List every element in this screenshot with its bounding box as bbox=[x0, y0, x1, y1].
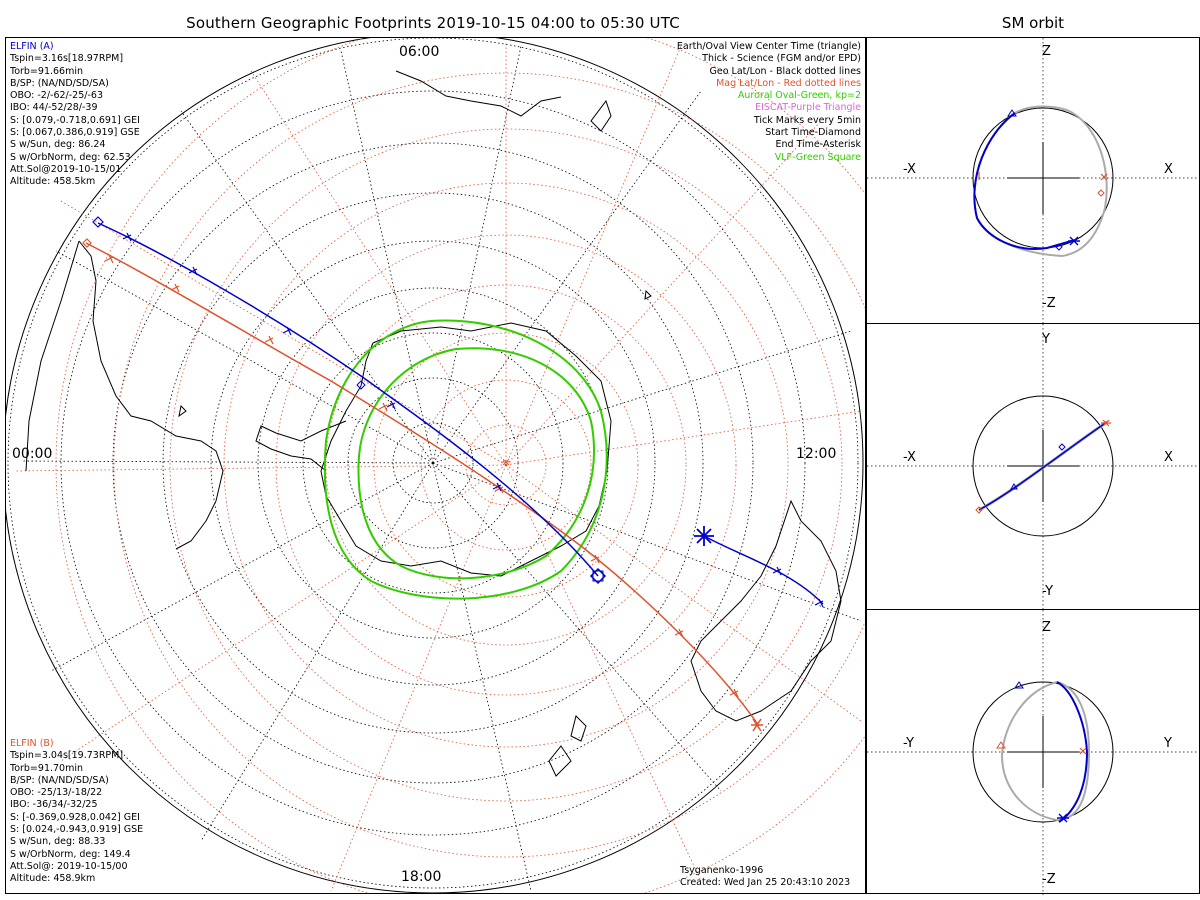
earth-limb bbox=[6, 38, 864, 893]
elfin-a-line: S w/Sun, deg: 86.24 bbox=[10, 139, 106, 151]
elfin-a-triangle bbox=[92, 216, 104, 228]
elfin-a-oval-diamond bbox=[356, 380, 366, 390]
legend: Earth/Oval View Center Time (triangle) T… bbox=[677, 41, 861, 164]
elfin-a-line: Att.Sol@2019-10-15/01 bbox=[10, 163, 122, 175]
elfin-b-line: Att.Sol@: 2019-10-15/00 bbox=[10, 860, 128, 872]
elfin-b-line: Altitude: 458.9km bbox=[10, 873, 96, 885]
elfin-a-info: ELFIN (A) Tspin=3.16s[18.97RPM] Torb=91.… bbox=[10, 41, 140, 189]
elfin-a-line: S: [0.067,0.386,0.919] GSE bbox=[10, 127, 140, 139]
legend-item: VLF-Green Square bbox=[774, 151, 861, 163]
orbit-xz-top-label: Z bbox=[1042, 44, 1051, 59]
elfin-b-line: B/SP: (NA/ND/SD/SA) bbox=[10, 774, 109, 786]
orbit-xy-left-label: -X bbox=[903, 450, 916, 465]
legend-item: End Time-Asterisk bbox=[775, 139, 861, 151]
lt-label-left: 00:00 bbox=[12, 446, 53, 462]
elfin-a-name: ELFIN (A) bbox=[10, 41, 54, 52]
lt-label-top: 06:00 bbox=[399, 44, 440, 60]
orbit-panel-yz: Z -Z -Y Y bbox=[866, 609, 1200, 895]
model-label: Tsyganenko-1996 bbox=[680, 865, 764, 876]
orbit-yz-svg bbox=[867, 610, 1200, 895]
orbit-yz-bottom-label: -Z bbox=[1042, 872, 1056, 887]
elfin-b-line: Tspin=3.04s[19.73RPM] bbox=[10, 750, 124, 762]
legend-item: Geo Lat/Lon - Black dotted lines bbox=[709, 65, 861, 77]
elfin-a-track-2 bbox=[703, 535, 824, 605]
legend-item: Mag Lat/Lon - Red dotted lines bbox=[716, 77, 861, 89]
legend-item: Thick - Science (FGM and/or EPD) bbox=[702, 53, 861, 65]
orbit-xz-left-label: -X bbox=[903, 162, 916, 177]
footer: Tsyganenko-1996 Created: Wed Jan 25 20:4… bbox=[680, 865, 850, 890]
coastlines bbox=[25, 70, 842, 777]
legend-item: EISCAT-Purple Triangle bbox=[755, 102, 861, 114]
elfin-a-ticks bbox=[122, 232, 824, 608]
legend-item: Earth/Oval View Center Time (triangle) bbox=[676, 41, 861, 52]
footprint-map: 06:00 00:00 12:00 18:00 ELFIN (A) Tspin=… bbox=[5, 37, 866, 894]
elfin-a-line: IBO: 44/-52/28/-39 bbox=[10, 102, 98, 114]
elfin-a-line: S w/OrbNorm, deg: 62.53 bbox=[10, 151, 131, 163]
orbit-panel-xy: Y -Y -X X bbox=[866, 323, 1200, 611]
elfin-a-track-1 bbox=[97, 222, 599, 577]
elfin-a-line: OBO: -2/-62/-25/-63 bbox=[10, 90, 103, 102]
orbit-xz-right-label: X bbox=[1164, 162, 1173, 177]
elfin-a-end-asterisk bbox=[694, 526, 714, 546]
elfin-b-track bbox=[85, 242, 760, 727]
legend-item: Tick Marks every 5min bbox=[753, 114, 861, 126]
elfin-a-line: Torb=91.66min bbox=[10, 65, 84, 77]
elfin-b-line: S w/OrbNorm, deg: 149.4 bbox=[10, 848, 131, 860]
elfin-a-line: B/SP: (NA/ND/SD/SA) bbox=[10, 77, 109, 89]
orbit-xz-svg bbox=[867, 38, 1200, 325]
orbit-title: SM orbit bbox=[1001, 14, 1065, 32]
elfin-b-ticks bbox=[104, 254, 739, 698]
elfin-b-start-diamond bbox=[82, 238, 92, 248]
map-svg bbox=[6, 38, 865, 893]
orbit-yz-right-label: Y bbox=[1164, 736, 1172, 751]
created-label: Created: Wed Jan 25 20:43:10 2023 bbox=[680, 877, 851, 889]
map-title: Southern Geographic Footprints 2019-10-1… bbox=[186, 14, 680, 32]
legend-item: Auroral Oval-Green, kp=2 bbox=[737, 90, 861, 102]
orbit-yz-left-label: -Y bbox=[903, 736, 915, 751]
elfin-b-end-asterisk bbox=[751, 718, 763, 732]
orbit-xy-bottom-label: -Y bbox=[1042, 584, 1054, 599]
mag-pole-marker bbox=[501, 458, 511, 466]
elfin-a-line: S: [0.079,-0.718,0.691] GEI bbox=[10, 114, 140, 126]
auroral-oval-outer bbox=[323, 319, 608, 600]
orbit-yz-top-label: Z bbox=[1042, 620, 1051, 635]
lt-label-bottom: 18:00 bbox=[401, 869, 442, 885]
elfin-b-line: OBO: -25/13/-18/22 bbox=[10, 787, 103, 799]
orbit-xz-bottom-label: -Z bbox=[1042, 296, 1056, 311]
elfin-b-line: S: [0.024,-0.943,0.919] GSE bbox=[10, 824, 144, 836]
mag-grid bbox=[15, 38, 865, 893]
lt-label-right: 12:00 bbox=[796, 446, 837, 462]
elfin-a-line: Tspin=3.16s[18.97RPM] bbox=[10, 53, 124, 65]
auroral-oval-inner bbox=[357, 347, 595, 580]
elfin-b-line: IBO: -36/34/-32/25 bbox=[10, 799, 98, 811]
elfin-b-line: Torb=91.70min bbox=[10, 762, 84, 774]
geo-grid bbox=[7, 38, 862, 892]
elfin-b-name: ELFIN (B) bbox=[10, 738, 54, 749]
elfin-a-square bbox=[592, 570, 604, 582]
orbit-panel-xz: Z -Z -X X bbox=[866, 37, 1200, 325]
elfin-b-line: S: [-0.369,0.928,0.042] GEI bbox=[10, 811, 140, 823]
orbit-xy-top-label: Y bbox=[1042, 332, 1050, 347]
orbit-xy-right-label: X bbox=[1164, 450, 1173, 465]
elfin-b-line: S w/Sun, deg: 88.33 bbox=[10, 836, 106, 848]
orbit-xy-svg bbox=[867, 324, 1200, 611]
legend-item: Start Time-Diamond bbox=[765, 127, 861, 139]
elfin-b-info: ELFIN (B) Tspin=3.04s[19.73RPM] Torb=91.… bbox=[10, 738, 143, 886]
elfin-a-line: Altitude: 458.5km bbox=[10, 176, 96, 188]
